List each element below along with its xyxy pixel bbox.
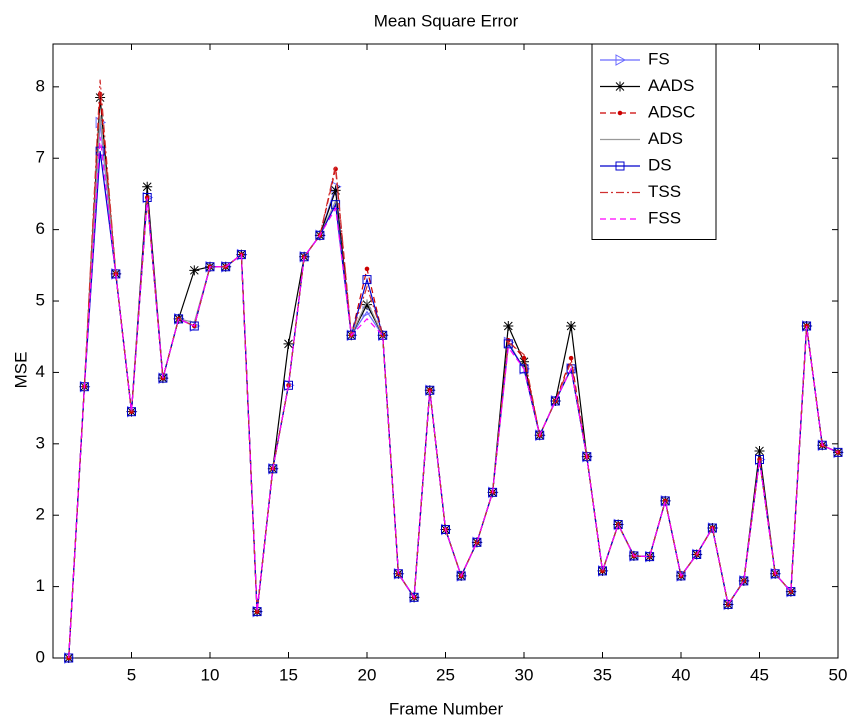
y-tick-label: 2 <box>36 505 45 524</box>
y-tick-label: 7 <box>36 148 45 167</box>
legend-label: ADS <box>648 129 683 148</box>
point <box>315 230 325 240</box>
legend-label: AADS <box>648 76 694 95</box>
point <box>283 338 294 349</box>
x-tick-label: 5 <box>127 665 136 684</box>
series-line <box>68 136 839 659</box>
y-tick-label: 3 <box>36 433 45 452</box>
y-tick-label: 5 <box>36 291 45 310</box>
x-tick-label: 50 <box>829 665 848 684</box>
point <box>566 321 577 332</box>
point <box>174 314 184 324</box>
point <box>676 571 686 581</box>
point <box>568 355 574 361</box>
x-tick-label: 45 <box>750 665 769 684</box>
y-tick-label: 1 <box>36 576 45 595</box>
point <box>550 396 560 406</box>
chart-title: Mean Square Error <box>374 11 519 30</box>
point <box>142 181 153 192</box>
y-axis-label: MSE <box>11 352 30 389</box>
x-tick-label: 10 <box>201 665 220 684</box>
point <box>456 571 466 581</box>
point <box>330 185 341 196</box>
point <box>268 464 278 474</box>
point <box>189 265 200 276</box>
point <box>519 356 529 367</box>
point <box>613 519 623 529</box>
point <box>723 599 733 609</box>
point <box>707 523 717 533</box>
point <box>519 364 529 374</box>
point <box>472 537 482 547</box>
legend <box>591 43 717 240</box>
point <box>754 445 765 456</box>
x-tick-label: 40 <box>672 665 691 684</box>
x-tick-label: 30 <box>515 665 534 684</box>
point <box>503 321 514 332</box>
point <box>409 592 419 602</box>
y-tick-label: 0 <box>36 647 45 666</box>
point <box>692 549 702 559</box>
y-tick-label: 6 <box>36 219 45 238</box>
x-tick-label: 35 <box>593 665 612 684</box>
legend-label: FS <box>648 49 670 68</box>
point <box>362 275 372 285</box>
x-axis-label: Frame Number <box>389 699 504 718</box>
legend-label: FSS <box>648 208 681 227</box>
legend-label: TSS <box>648 182 681 201</box>
x-tick-label: 15 <box>279 665 298 684</box>
y-tick-label: 4 <box>36 362 45 381</box>
point <box>615 161 625 171</box>
point <box>189 321 199 331</box>
legend-label: DS <box>648 155 672 174</box>
x-tick-label: 25 <box>436 665 455 684</box>
point <box>535 430 545 440</box>
point <box>617 110 623 116</box>
y-tick-label: 8 <box>36 76 45 95</box>
x-tick-label: 20 <box>358 665 377 684</box>
point <box>364 266 370 272</box>
point <box>615 54 627 66</box>
point <box>615 81 625 92</box>
legend-label: ADSC <box>648 102 695 121</box>
point <box>362 299 372 310</box>
point <box>833 447 843 457</box>
point <box>441 524 450 534</box>
point <box>660 496 670 506</box>
